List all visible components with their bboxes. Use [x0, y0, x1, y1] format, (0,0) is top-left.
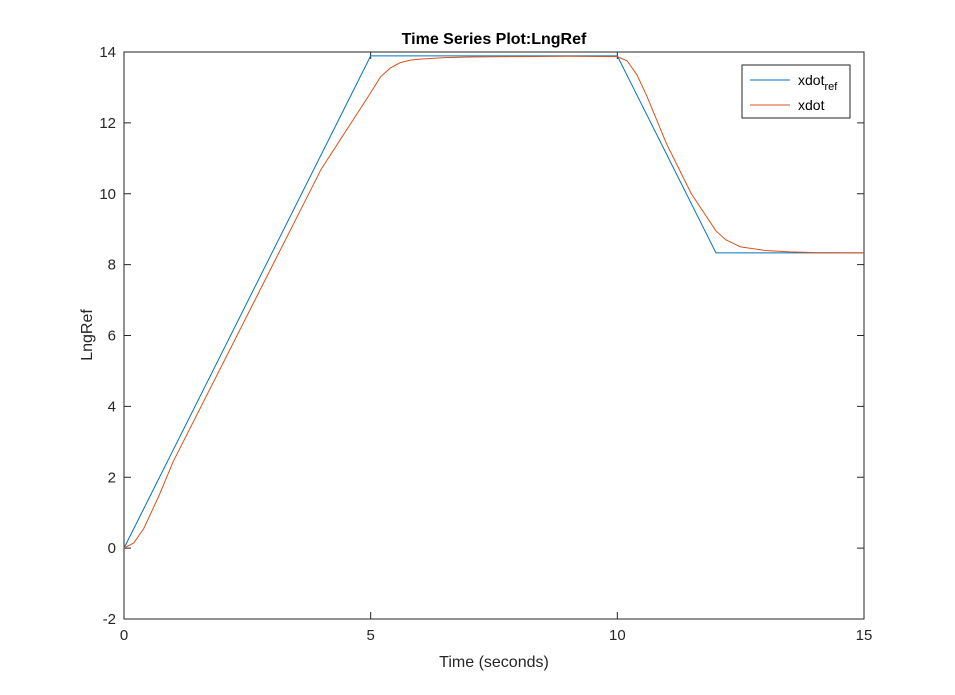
- x-tick-label: 5: [366, 627, 374, 644]
- y-tick-label: 10: [99, 186, 116, 203]
- y-tick-label: 8: [108, 257, 116, 274]
- legend-label-xdot-ref-subscript: ref: [824, 81, 838, 93]
- chart-title: Time Series Plot:LngRef: [402, 31, 587, 48]
- legend-label-xdot-ref: xdotref: [798, 72, 838, 93]
- y-tick-label: 6: [108, 328, 116, 345]
- x-tick-label: 15: [856, 627, 873, 644]
- legend-label-xdot-ref-main: xdot: [798, 72, 825, 88]
- legend-box: [741, 64, 851, 119]
- x-tick-label: 0: [120, 627, 128, 644]
- plot-area: [123, 51, 865, 620]
- y-tick-label: 12: [99, 115, 116, 132]
- x-tick-label: 10: [609, 627, 626, 644]
- series-line-xdot: [123, 55, 865, 549]
- legend-label-xdot: xdot: [798, 97, 825, 113]
- y-tick-label: 0: [108, 540, 116, 557]
- legend: xdotref xdot: [741, 64, 851, 119]
- y-axis-label: LngRef: [79, 309, 96, 361]
- series-line-xdot-ref: [123, 55, 864, 549]
- x-axis-label: Time (seconds): [439, 654, 549, 671]
- y-tick-label: 4: [108, 398, 116, 415]
- y-tick-label: 2: [108, 469, 116, 486]
- y-tick-label: 14: [99, 44, 116, 61]
- y-tick-label: -2: [103, 611, 116, 628]
